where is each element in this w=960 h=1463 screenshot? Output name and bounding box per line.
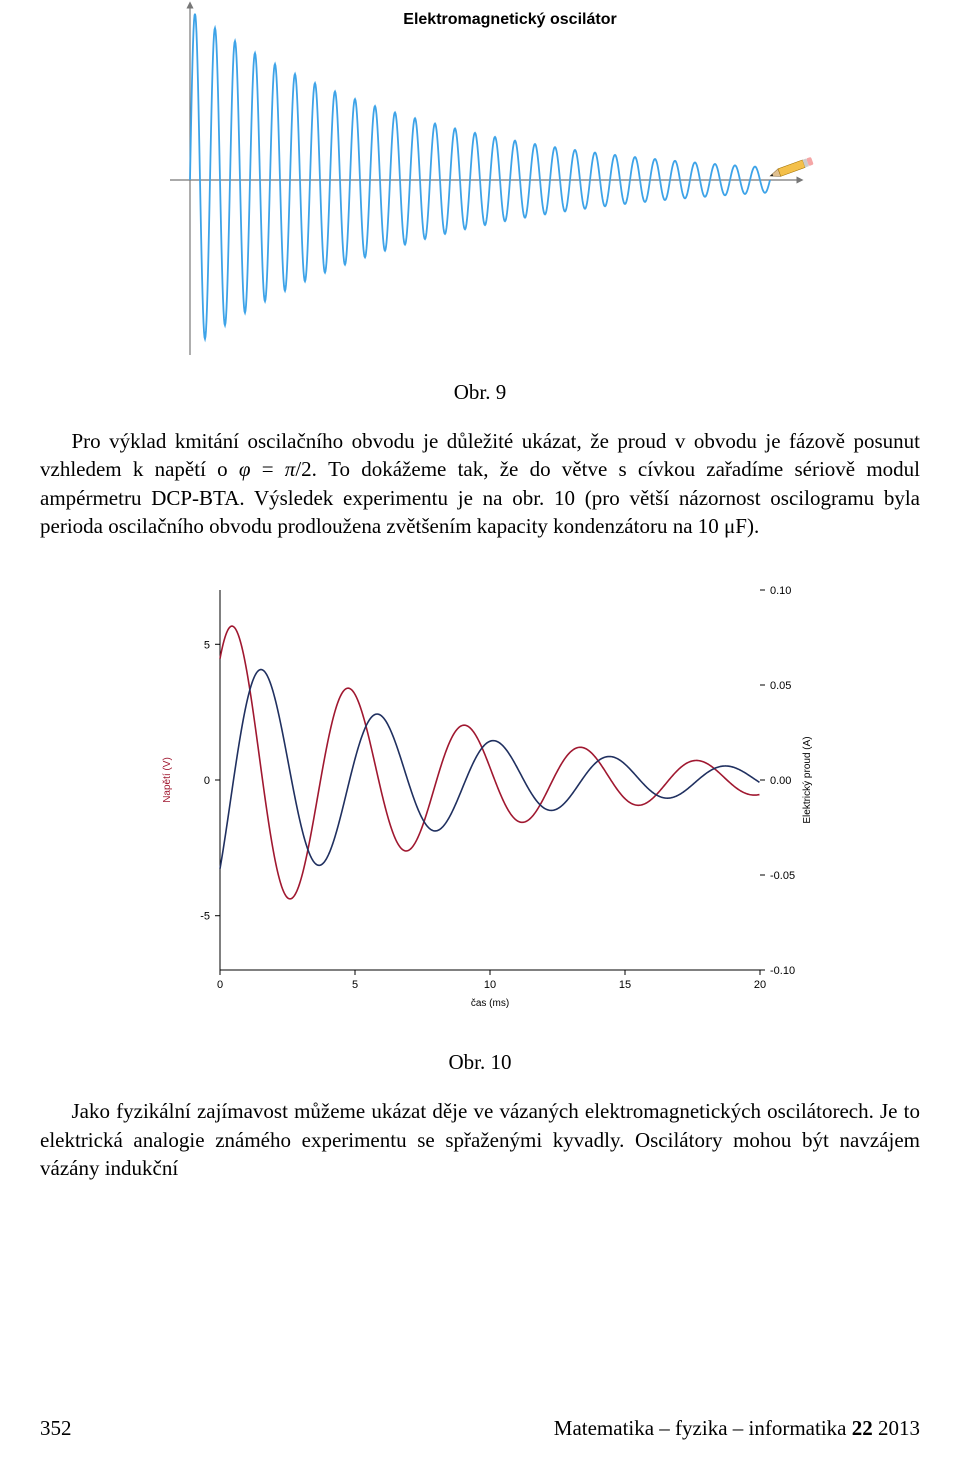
svg-text:5: 5: [352, 979, 358, 991]
svg-text:-0.05: -0.05: [770, 870, 795, 882]
svg-text:-5: -5: [200, 911, 210, 923]
svg-text:20: 20: [754, 979, 766, 991]
figure-2-caption: Obr. 10: [40, 1050, 920, 1075]
figure-1-caption: Obr. 9: [40, 380, 920, 405]
svg-text:-0.10: -0.10: [770, 965, 795, 977]
figure-2: 0 5 10 15 20 -5 0 5 -0.10 -0.05 0.00 0.05 0.10 čas (m…: [40, 570, 920, 1030]
svg-text:čas (ms): čas (ms): [471, 998, 509, 1009]
page-number: 352: [40, 1416, 72, 1441]
eq-sign: =: [250, 457, 284, 481]
svg-text:0.05: 0.05: [770, 680, 791, 692]
journal-a: Matematika – fyzika – informatika: [554, 1416, 852, 1440]
svg-text:5: 5: [204, 640, 210, 652]
svg-text:15: 15: [619, 979, 631, 991]
svg-text:0: 0: [204, 775, 210, 787]
figure-1-svg: Elektromagnetický oscilátor: [130, 0, 830, 360]
svg-text:Elektromagnetický oscilátor: Elektromagnetický oscilátor: [403, 11, 616, 28]
figure-2-svg: 0 5 10 15 20 -5 0 5 -0.10 -0.05 0.00 0.05 0.10 čas (m…: [130, 570, 830, 1030]
phi-symbol: φ: [239, 457, 251, 481]
paragraph-1: Pro výklad kmitání oscilačního obvodu je…: [40, 427, 920, 540]
svg-text:0: 0: [217, 979, 223, 991]
svg-text:Napětí (V): Napětí (V): [162, 758, 173, 804]
svg-text:0.10: 0.10: [770, 585, 791, 597]
journal-ref: Matematika – fyzika – informatika 22 201…: [554, 1416, 920, 1441]
journal-vol: 22: [852, 1416, 873, 1440]
figure-1: Elektromagnetický oscilátor: [40, 0, 920, 360]
pi-symbol: π: [285, 457, 296, 481]
paragraph-2: Jako fyzikální zajímavost můžeme ukázat …: [40, 1097, 920, 1182]
svg-text:10: 10: [484, 979, 496, 991]
svg-text:0.00: 0.00: [770, 775, 791, 787]
journal-b: 2013: [873, 1416, 920, 1440]
para2-a: Jako fyzikální zajímavost můžeme ukázat …: [40, 1099, 920, 1180]
svg-text:Elektrický proud (A): Elektrický proud (A): [802, 737, 813, 824]
page-footer: 352 Matematika – fyzika – informatika 22…: [40, 1416, 920, 1441]
